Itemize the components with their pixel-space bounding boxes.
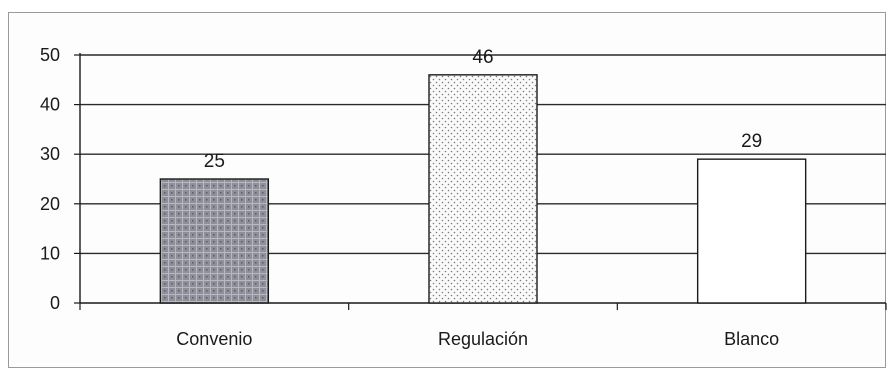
y-tick-label: 30: [40, 144, 60, 164]
y-tick-label: 20: [40, 194, 60, 214]
category-label: Regulación: [438, 329, 528, 349]
labels: 0 10 20 30 40 50 25 Convenio 46 Regulación 29 Blanc…: [40, 45, 779, 349]
category-label: Blanco: [724, 329, 779, 349]
bar-regulaci-n: [428, 74, 538, 304]
bar-blanco: [696, 158, 807, 304]
y-tick-label: 40: [40, 95, 60, 115]
data-label: 29: [741, 131, 762, 152]
data-label: 46: [472, 47, 493, 68]
y-tick-label: 10: [40, 243, 60, 263]
category-label: Convenio: [176, 329, 252, 349]
data-label: 25: [204, 151, 225, 172]
y-tick-label: 50: [40, 45, 60, 65]
y-tick-label: 0: [50, 293, 60, 313]
bar-convenio: [159, 178, 270, 304]
bars: [159, 74, 807, 304]
